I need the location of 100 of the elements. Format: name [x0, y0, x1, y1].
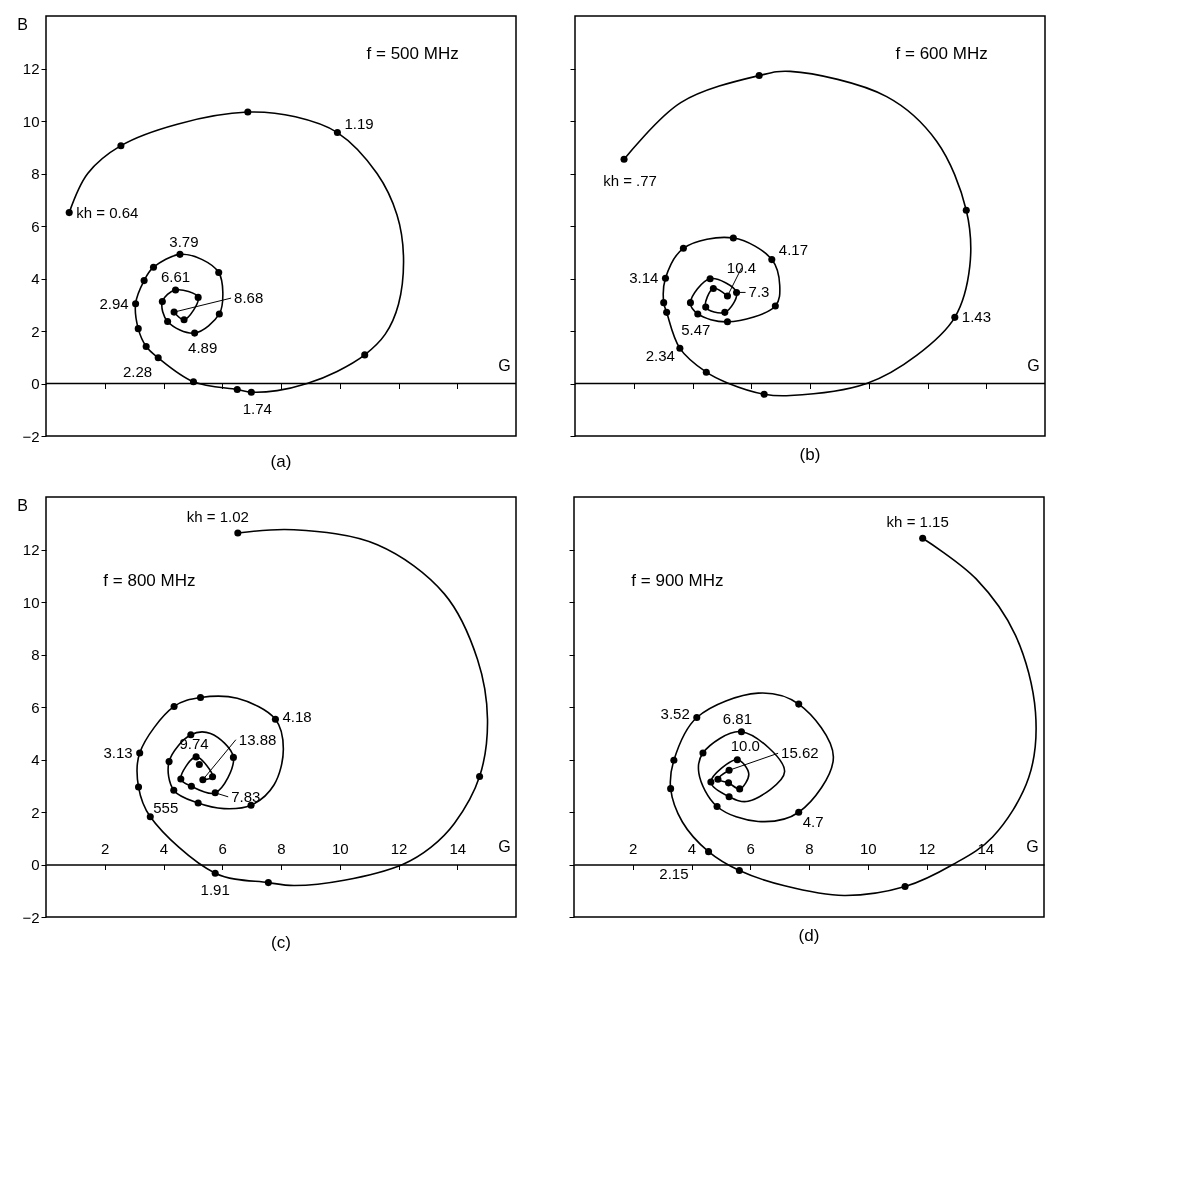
y-tick-label: 10	[22, 593, 40, 611]
annotation: kh = 1.15	[886, 513, 949, 531]
point	[229, 753, 237, 761]
annotation: 3.52	[660, 704, 690, 722]
x-tick-label: 6	[218, 840, 227, 857]
y-tick-label: 8	[31, 646, 40, 663]
point	[702, 303, 710, 311]
annotation: kh = .77	[603, 172, 657, 190]
point	[755, 72, 763, 80]
point	[165, 758, 173, 766]
annotation: 3.14	[629, 269, 659, 287]
point	[180, 316, 188, 324]
point	[705, 848, 713, 856]
annotation: 13.88	[238, 730, 277, 748]
x-tick-label: 4	[687, 840, 697, 857]
annotation: 15.62	[781, 744, 819, 762]
point	[962, 206, 970, 214]
point	[676, 344, 684, 352]
point	[736, 785, 744, 793]
annotation: kh = 0.64	[76, 203, 139, 221]
point	[679, 244, 687, 252]
point	[660, 299, 668, 307]
point	[65, 209, 73, 217]
text: (d)	[798, 925, 820, 945]
annotation: 4.17	[778, 240, 809, 258]
text: f = 800 MHz	[103, 571, 196, 590]
annotation: 3.79	[169, 233, 199, 251]
point	[211, 869, 219, 877]
x-tick-label: 2	[101, 840, 110, 857]
point	[195, 760, 203, 769]
point	[951, 313, 959, 321]
annotation: 7.3	[748, 283, 770, 301]
x-axis-title: G	[1027, 357, 1040, 374]
point	[244, 108, 252, 116]
annotation: 4.89	[188, 339, 218, 357]
point	[361, 351, 369, 359]
annotation: 6.81	[722, 709, 753, 727]
point	[768, 256, 776, 264]
point	[670, 756, 678, 764]
annotation: 8.68	[234, 289, 264, 307]
point	[172, 286, 180, 294]
point	[729, 234, 737, 242]
y-axis-title: B	[17, 15, 28, 33]
point	[709, 284, 717, 292]
point	[170, 702, 178, 710]
x-tick-label: 10	[331, 840, 349, 857]
point	[192, 753, 200, 761]
annotation: 1.74	[242, 400, 272, 418]
x-tick-label: 12	[918, 840, 936, 857]
annotation: 7.83	[231, 787, 261, 805]
text: (b)	[799, 444, 821, 464]
y-axis-title: B	[17, 496, 28, 514]
text: f = 500 MHz	[366, 43, 459, 63]
annotation: 3.13	[103, 743, 133, 761]
point	[661, 274, 670, 282]
y-tick-label: 8	[31, 165, 40, 182]
y-tick-label: −2	[22, 908, 40, 926]
x-tick-label: 8	[277, 840, 286, 857]
annotation: 2.28	[123, 362, 153, 380]
point	[733, 756, 741, 764]
annotation: 4.18	[282, 708, 312, 726]
point	[132, 300, 140, 308]
point	[177, 775, 185, 783]
point	[714, 775, 722, 783]
point	[760, 390, 768, 398]
point	[154, 354, 162, 362]
y-tick-label: 6	[31, 217, 40, 235]
y-tick-label: 0	[31, 375, 40, 392]
annotation: kh = 1.02	[186, 507, 249, 525]
point	[702, 368, 710, 376]
point	[191, 329, 199, 337]
point	[725, 766, 733, 774]
annotation: 9.74	[179, 734, 209, 752]
annotation: 6.61	[160, 268, 191, 286]
x-tick-label: 14	[977, 840, 995, 857]
point	[170, 786, 178, 794]
point	[140, 277, 148, 285]
annotation: 10.0	[730, 736, 760, 754]
point	[771, 302, 779, 310]
text: (a)	[270, 452, 292, 471]
annotation: 2.94	[99, 294, 129, 312]
point	[211, 789, 219, 797]
point	[134, 325, 142, 333]
point	[919, 534, 927, 542]
point	[724, 779, 733, 787]
y-tick-label: 2	[31, 803, 40, 821]
x-tick-label: 10	[859, 840, 877, 857]
text: f = 600 MHz	[895, 43, 988, 63]
point	[713, 802, 721, 811]
point	[136, 749, 144, 757]
point	[620, 155, 628, 163]
point	[699, 749, 707, 757]
point	[196, 694, 205, 702]
x-tick-label: 12	[390, 840, 408, 857]
y-tick-label: 12	[22, 541, 40, 558]
y-tick-label: 4	[31, 270, 40, 287]
point	[194, 293, 202, 301]
x-axis-title: G	[1026, 838, 1039, 855]
point	[795, 700, 803, 708]
point	[199, 776, 207, 784]
